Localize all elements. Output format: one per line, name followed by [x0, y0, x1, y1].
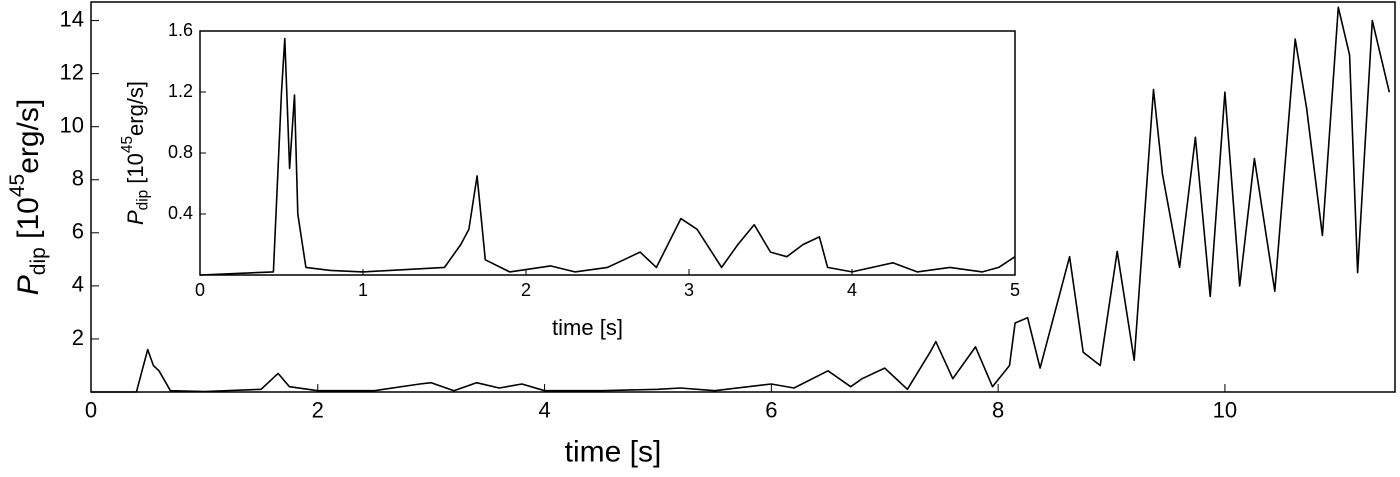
y-tick-label: 6 [72, 219, 84, 244]
y-label-unit: erg/s] [123, 81, 148, 136]
x-tick-label: 0 [195, 280, 205, 300]
y-label-prefix: [10 [123, 153, 148, 190]
y-label-prefix: [10 [12, 197, 45, 247]
y-tick-label: 1.2 [168, 81, 193, 101]
x-tick-label: 6 [765, 398, 777, 423]
y-label-subscript: dip [27, 247, 50, 275]
y-label-subscript: dip [135, 190, 152, 211]
y-label-superscript: 45 [119, 136, 136, 153]
y-label-unit: erg/s] [12, 99, 45, 174]
x-tick-label: 2 [312, 398, 324, 423]
x-tick-label: 4 [538, 398, 550, 423]
y-tick-label: 12 [60, 59, 84, 84]
data-line [91, 6, 1391, 393]
x-tick-label: 0 [85, 398, 97, 423]
x-axis-label: time [s] [565, 436, 662, 469]
x-tick-label: 3 [684, 280, 694, 300]
y-label-symbol: P [123, 210, 148, 225]
y-axis-label: Pdip [1045erg/s] [119, 81, 151, 225]
y-tick-label: 14 [60, 6, 84, 31]
y-tick-label: 8 [72, 166, 84, 191]
x-tick-label: 10 [1213, 398, 1237, 423]
y-tick-label: 1.6 [168, 20, 193, 40]
plot-frame [199, 30, 1016, 276]
x-tick-label: 2 [521, 280, 531, 300]
y-tick-label: 4 [72, 272, 84, 297]
y-tick-label: 2 [72, 325, 84, 350]
y-tick-label: 0.8 [168, 142, 193, 162]
x-axis-label: time [s] [552, 315, 623, 340]
y-label-superscript: 45 [6, 174, 29, 197]
x-tick-label: 1 [358, 280, 368, 300]
y-tick-label: 10 [60, 113, 84, 138]
x-tick-label: 8 [992, 398, 1004, 423]
data-line [199, 37, 1016, 276]
x-tick-label: 5 [1010, 280, 1020, 300]
y-tick-label: 0.4 [168, 203, 193, 223]
y-axis-label: Pdip [1045erg/s] [6, 99, 50, 295]
y-label-symbol: P [12, 275, 45, 295]
x-tick-label: 4 [847, 280, 857, 300]
